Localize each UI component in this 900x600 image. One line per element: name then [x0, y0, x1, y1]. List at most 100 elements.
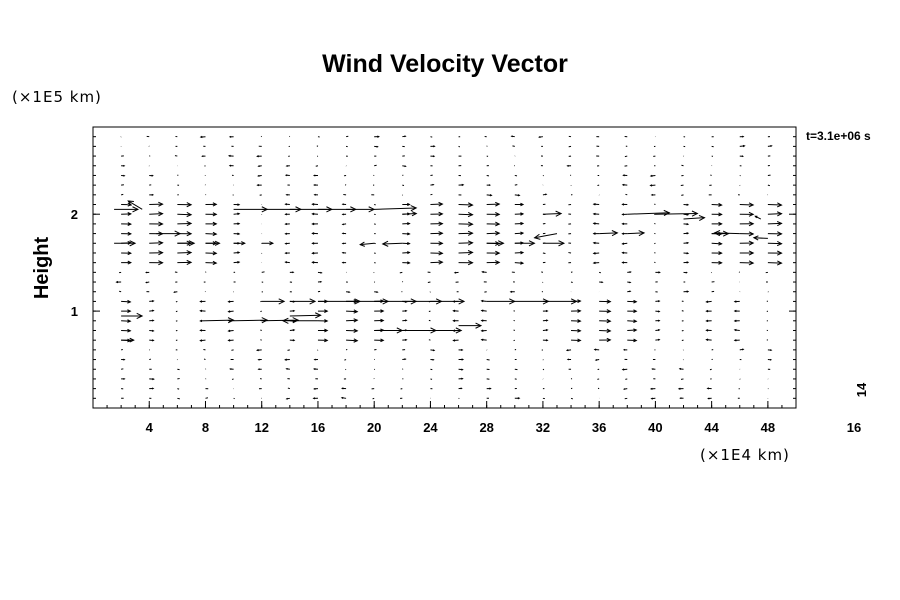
background-vector-head — [123, 377, 126, 380]
wind-vector-head — [129, 240, 137, 247]
background-vector — [542, 252, 546, 254]
background-vector-head — [284, 232, 288, 235]
background-vector-head — [348, 291, 351, 294]
background-vector-head — [658, 271, 661, 274]
wind-vector — [542, 213, 562, 215]
background-vector-head — [127, 212, 133, 216]
background-vector-head — [313, 184, 316, 187]
background-vector-head — [453, 271, 457, 274]
wind-vector-head — [281, 317, 289, 324]
background-vector-head — [517, 194, 521, 197]
background-vector-head — [633, 309, 638, 314]
background-vector-head — [776, 241, 783, 247]
background-vector-head — [621, 242, 625, 245]
background-vector-head — [452, 339, 456, 342]
background-vector-head — [404, 165, 407, 168]
background-vector-head — [606, 337, 612, 343]
background-vector-head — [742, 144, 746, 148]
background-vector-head — [151, 309, 155, 312]
background-vector-head — [686, 203, 690, 206]
background-vector-head — [592, 212, 596, 216]
background-vector-head — [404, 338, 408, 342]
background-vector-head — [237, 232, 241, 236]
wind-vector-head — [129, 337, 135, 343]
background-vector-head — [657, 319, 661, 322]
background-vector-head — [517, 397, 521, 400]
background-vector-head — [212, 202, 218, 207]
background-vector-head — [376, 291, 379, 293]
background-vector-head — [284, 251, 288, 255]
background-vector-head — [621, 222, 625, 226]
background-vector-head — [705, 309, 709, 313]
wind-vector-head — [292, 317, 300, 324]
x-tick-label: 16 — [311, 420, 325, 435]
background-vector — [231, 378, 234, 380]
background-vector-head — [509, 290, 513, 293]
background-vector-head — [633, 319, 638, 324]
background-vector-head — [291, 271, 295, 274]
background-vector-head — [212, 260, 218, 266]
background-vector-head — [438, 250, 444, 256]
background-vector-head — [629, 271, 632, 274]
background-vector — [711, 242, 722, 245]
background-vector-head — [776, 202, 783, 208]
background-vector-head — [123, 174, 126, 177]
background-vector-head — [461, 358, 465, 361]
background-vector-head — [404, 319, 408, 322]
background-vector-head — [657, 338, 661, 341]
background-vector-head — [686, 261, 690, 264]
background-vector-head — [741, 155, 744, 158]
background-vector-head — [145, 281, 148, 284]
background-vector — [767, 213, 782, 215]
background-vector-head — [284, 213, 288, 216]
background-vector-head — [158, 250, 164, 256]
background-vector-head — [678, 367, 682, 370]
background-vector-head — [741, 135, 745, 138]
background-vector-head — [495, 211, 501, 217]
background-vector-head — [467, 202, 474, 208]
background-vector-head — [733, 319, 737, 323]
background-vector-head — [199, 329, 203, 332]
background-vector-head — [495, 221, 501, 227]
background-vector-head — [748, 250, 755, 256]
background-vector-head — [461, 183, 465, 187]
background-vector-head — [237, 251, 241, 254]
background-vector-head — [438, 231, 444, 236]
background-vector-head — [461, 368, 464, 371]
background-vector-head — [311, 261, 315, 264]
background-vector-head — [633, 328, 638, 332]
background-vector-head — [545, 329, 549, 332]
x-axis-unit-label: (×1E4 km) — [700, 446, 790, 464]
background-vector — [261, 271, 265, 273]
background-vector-head — [705, 338, 709, 342]
wind-vector-head — [698, 214, 706, 222]
background-vector-head — [353, 318, 359, 323]
background-vector-head — [577, 309, 582, 313]
wind-vector-head — [722, 230, 730, 237]
background-vector-head — [186, 259, 193, 266]
background-vector-head — [621, 251, 625, 254]
background-vector — [205, 233, 217, 235]
background-vector-head — [151, 387, 155, 390]
background-vector-head — [467, 212, 474, 218]
background-vector-head — [284, 203, 288, 206]
wind-vector-head — [396, 327, 404, 334]
background-vector-head — [158, 260, 164, 266]
background-vector-head — [545, 309, 549, 313]
background-vector-head — [633, 299, 638, 304]
background-vector-head — [432, 155, 436, 158]
background-vector-head — [199, 135, 203, 139]
background-vector-head — [256, 155, 259, 158]
background-vector-head — [748, 211, 755, 217]
background-vector — [287, 387, 290, 390]
background-vector-head — [629, 281, 632, 284]
background-vector-head — [776, 231, 783, 237]
background-vector-head — [341, 387, 344, 390]
background-vector — [430, 193, 433, 196]
wind-vector-head — [174, 230, 182, 237]
background-vector-head — [452, 319, 456, 322]
background-vector-head — [438, 211, 444, 217]
wind-vector-head — [241, 241, 246, 246]
background-vector-head — [776, 260, 783, 266]
wind-vector — [382, 242, 403, 245]
